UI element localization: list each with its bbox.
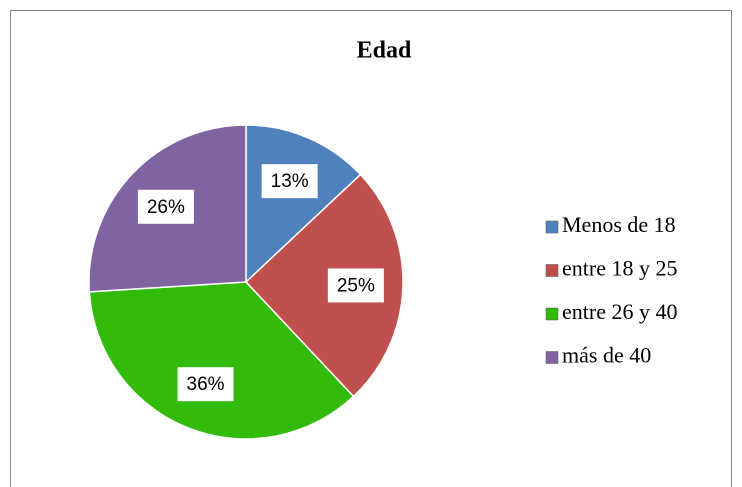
legend-swatch	[545, 307, 559, 321]
chart-title: Edad	[357, 38, 412, 64]
legend-swatch	[545, 264, 559, 277]
legend-swatch	[545, 351, 559, 364]
legend-label: más de 40	[562, 343, 651, 368]
data-label: 26%	[147, 197, 185, 218]
legend-label: entre 26 y 40	[562, 299, 677, 324]
data-label-box	[327, 268, 384, 303]
legend-label: entre 18 y 25	[562, 256, 677, 281]
pie-slice	[88, 281, 355, 440]
data-label: 13%	[271, 171, 309, 192]
data-label: 36%	[187, 374, 225, 395]
data-label-box	[137, 189, 194, 224]
legend-swatch	[545, 220, 559, 234]
data-label-box	[177, 367, 234, 402]
data-label: 25%	[337, 275, 375, 296]
legend-label: Menos de 18	[562, 212, 676, 237]
pie-slice	[244, 173, 404, 398]
data-label-box	[261, 164, 318, 199]
